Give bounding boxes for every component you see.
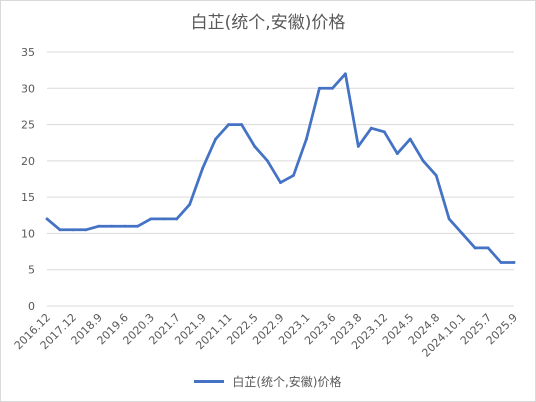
- data-point: [227, 123, 231, 126]
- data-point: [460, 232, 464, 235]
- data-point: [343, 72, 347, 76]
- data-point: [45, 217, 49, 221]
- data-point: [292, 173, 295, 177]
- chart-title: 白芷(统个,安徽)价格: [190, 13, 346, 33]
- y-tick-label: 30: [21, 82, 35, 95]
- data-point: [84, 228, 88, 232]
- y-tick-label: 10: [21, 227, 35, 240]
- x-axis-ticks: 2016.122017.122018.92019.62020.32021.720…: [12, 311, 520, 360]
- data-point: [499, 261, 503, 264]
- data-point: [123, 224, 127, 228]
- data-point: [71, 228, 75, 232]
- data-point: [408, 137, 412, 141]
- data-point: [305, 137, 308, 141]
- y-tick-label: 15: [21, 191, 35, 204]
- data-point: [188, 203, 192, 206]
- series-layer: [45, 72, 516, 264]
- data-point: [240, 123, 243, 126]
- data-point: [201, 166, 205, 170]
- data-point: [486, 246, 490, 250]
- data-point: [149, 217, 153, 221]
- grid: [47, 51, 514, 307]
- y-axis-ticks: 0 5 10 15 20 25 30 35: [21, 46, 35, 313]
- data-point: [512, 261, 516, 264]
- y-tick-label: 0: [28, 300, 35, 313]
- data-point: [97, 224, 101, 228]
- legend-label: 白芷(统个,安徽)价格: [232, 375, 342, 389]
- data-point: [434, 173, 438, 177]
- data-point: [214, 137, 218, 141]
- data-point: [330, 86, 334, 90]
- data-point: [279, 181, 282, 185]
- data-point: [110, 224, 114, 228]
- y-tick-label: 25: [21, 119, 35, 132]
- series-line: [45, 72, 516, 264]
- data-point: [136, 224, 140, 228]
- data-point: [421, 159, 425, 163]
- data-point: [473, 246, 477, 250]
- data-point: [382, 130, 386, 134]
- data-point: [318, 86, 321, 90]
- data-point: [162, 217, 166, 221]
- data-point: [356, 144, 360, 148]
- data-point: [58, 228, 62, 232]
- data-point: [253, 144, 256, 148]
- data-point: [266, 159, 269, 163]
- data-point: [395, 152, 399, 156]
- y-tick-label: 35: [21, 46, 35, 59]
- legend-swatch: [194, 380, 225, 383]
- data-point: [447, 217, 451, 221]
- y-tick-label: 20: [21, 155, 35, 168]
- legend: 白芷(统个,安徽)价格: [0, 373, 536, 390]
- y-tick-label: 5: [28, 264, 35, 277]
- data-point: [369, 126, 373, 130]
- data-point: [175, 217, 179, 221]
